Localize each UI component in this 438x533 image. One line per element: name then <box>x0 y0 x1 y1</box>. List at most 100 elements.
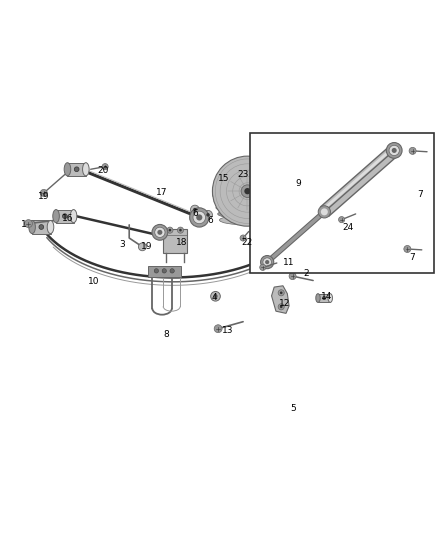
Circle shape <box>191 205 199 214</box>
Circle shape <box>212 156 283 226</box>
Circle shape <box>213 294 218 298</box>
Circle shape <box>409 147 416 155</box>
Ellipse shape <box>214 197 281 206</box>
Circle shape <box>169 229 171 231</box>
Circle shape <box>263 258 272 266</box>
Circle shape <box>179 229 182 231</box>
Circle shape <box>154 269 159 273</box>
Ellipse shape <box>316 294 320 302</box>
Ellipse shape <box>29 221 35 233</box>
Circle shape <box>193 211 205 224</box>
Bar <box>299 214 318 227</box>
Ellipse shape <box>314 214 321 227</box>
Ellipse shape <box>82 163 89 176</box>
Bar <box>163 229 187 253</box>
Circle shape <box>157 230 162 235</box>
Circle shape <box>25 220 32 228</box>
Circle shape <box>206 213 210 216</box>
Circle shape <box>177 227 184 233</box>
Text: 6: 6 <box>192 209 198 219</box>
Circle shape <box>386 142 402 158</box>
Ellipse shape <box>296 214 303 227</box>
Circle shape <box>278 304 284 310</box>
Circle shape <box>63 214 67 219</box>
Ellipse shape <box>216 203 279 213</box>
Text: 1: 1 <box>21 220 27 229</box>
Circle shape <box>289 273 296 280</box>
Text: 4: 4 <box>212 293 217 302</box>
Text: 5: 5 <box>290 405 297 414</box>
Circle shape <box>260 264 266 270</box>
Text: 7: 7 <box>417 190 424 199</box>
Text: 12: 12 <box>279 299 290 308</box>
Circle shape <box>389 146 399 156</box>
Text: 11: 11 <box>283 257 295 266</box>
Circle shape <box>155 227 165 238</box>
Circle shape <box>162 269 166 273</box>
Circle shape <box>392 148 397 153</box>
Circle shape <box>214 325 222 333</box>
Circle shape <box>339 216 345 223</box>
Circle shape <box>204 211 212 219</box>
Ellipse shape <box>290 260 295 271</box>
Text: 17: 17 <box>156 188 168 197</box>
Bar <box>250 133 434 273</box>
Text: 8: 8 <box>163 330 170 339</box>
Text: 3: 3 <box>120 240 126 249</box>
Circle shape <box>321 208 328 215</box>
Ellipse shape <box>64 163 71 176</box>
Circle shape <box>265 260 269 264</box>
Text: 13: 13 <box>222 326 233 335</box>
Circle shape <box>211 292 220 301</box>
Text: 22: 22 <box>242 238 253 247</box>
Text: 19: 19 <box>141 243 152 251</box>
Circle shape <box>404 246 411 253</box>
Bar <box>148 266 181 278</box>
Circle shape <box>278 290 284 296</box>
Circle shape <box>193 208 197 211</box>
Circle shape <box>190 208 209 227</box>
Ellipse shape <box>328 294 332 302</box>
Circle shape <box>39 224 44 229</box>
Circle shape <box>196 214 202 221</box>
Text: 19: 19 <box>38 192 49 201</box>
Text: 2: 2 <box>304 269 309 278</box>
Text: 15: 15 <box>218 174 229 183</box>
Text: 9: 9 <box>295 179 301 188</box>
Text: 10: 10 <box>88 277 100 286</box>
Text: 14: 14 <box>321 292 332 301</box>
Ellipse shape <box>212 191 283 200</box>
Text: 6: 6 <box>207 216 213 225</box>
Circle shape <box>241 185 254 197</box>
Text: 24: 24 <box>343 223 354 231</box>
Bar <box>318 294 330 302</box>
Circle shape <box>240 235 246 241</box>
Text: 23: 23 <box>237 170 249 179</box>
Circle shape <box>280 292 283 294</box>
Ellipse shape <box>219 215 276 225</box>
Text: 18: 18 <box>176 238 187 247</box>
Text: 7: 7 <box>409 253 415 262</box>
Circle shape <box>261 255 274 269</box>
Ellipse shape <box>53 209 59 223</box>
Circle shape <box>322 296 326 300</box>
Circle shape <box>152 224 168 240</box>
Circle shape <box>318 206 330 218</box>
Polygon shape <box>272 286 289 313</box>
Circle shape <box>102 164 108 169</box>
Circle shape <box>280 305 283 308</box>
Circle shape <box>282 263 286 267</box>
Ellipse shape <box>272 260 279 271</box>
Bar <box>32 221 50 233</box>
Ellipse shape <box>70 209 77 223</box>
Circle shape <box>138 243 146 251</box>
Text: 16: 16 <box>62 214 74 223</box>
Bar <box>67 163 86 176</box>
Circle shape <box>74 167 79 172</box>
Circle shape <box>170 269 174 273</box>
Bar <box>276 260 292 271</box>
Circle shape <box>244 188 251 195</box>
Text: 20: 20 <box>97 166 109 175</box>
Circle shape <box>167 227 173 233</box>
Ellipse shape <box>47 221 54 233</box>
